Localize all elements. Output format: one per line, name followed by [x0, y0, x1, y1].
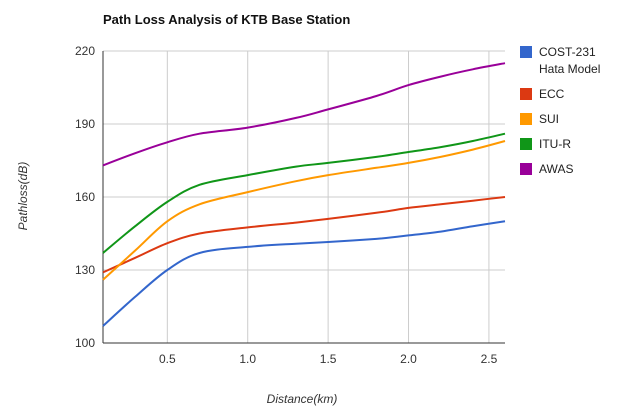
series-line-itu-r: [102, 132, 506, 254]
legend-label-itu-r: ITU-R: [539, 137, 571, 151]
legend-label-cost-231-hata-model: COST-231 Hata Model: [539, 45, 600, 76]
chart-title: Path Loss Analysis of KTB Base Station: [103, 12, 350, 27]
series-line-sui: [102, 140, 506, 281]
x-tick-label: 0.5: [159, 352, 176, 366]
x-tick-labels: 0.5 1.0 1.5 2.0 2.5: [159, 352, 498, 366]
legend-swatch-sui: [520, 113, 532, 125]
y-tick-label: 100: [75, 336, 95, 350]
series-lines: [102, 62, 506, 327]
x-tick-label: 2.0: [400, 352, 417, 366]
y-tick-label: 160: [75, 190, 95, 204]
y-axis-label: Pathloss(dB): [16, 162, 30, 231]
legend-swatch-itu-r: [520, 138, 532, 150]
legend-swatch-awas: [520, 163, 532, 175]
y-tick-labels: 100 130 160 190 220: [75, 44, 95, 350]
x-tick-label: 1.5: [320, 352, 337, 366]
x-axis-label: Distance(km): [267, 392, 338, 406]
grid-lines: [103, 50, 505, 343]
y-tick-label: 190: [75, 117, 95, 131]
legend-label-ecc: ECC: [539, 87, 565, 101]
series-line-ecc: [102, 196, 506, 274]
legend-swatch-cost-231-hata-model: [520, 46, 532, 58]
series-line-awas: [102, 62, 506, 167]
y-tick-label: 130: [75, 263, 95, 277]
axes: [102, 51, 505, 344]
x-tick-label: 2.5: [481, 352, 498, 366]
legend-label-awas: AWAS: [539, 162, 573, 176]
x-tick-label: 1.0: [239, 352, 256, 366]
legend-swatch-ecc: [520, 88, 532, 100]
series-line-cost-231-hata-model: [102, 220, 506, 327]
legend-label-sui: SUI: [539, 112, 559, 126]
y-tick-label: 220: [75, 44, 95, 58]
legend: COST-231 Hata Model ECC SUI ITU-R AWAS: [520, 45, 600, 176]
